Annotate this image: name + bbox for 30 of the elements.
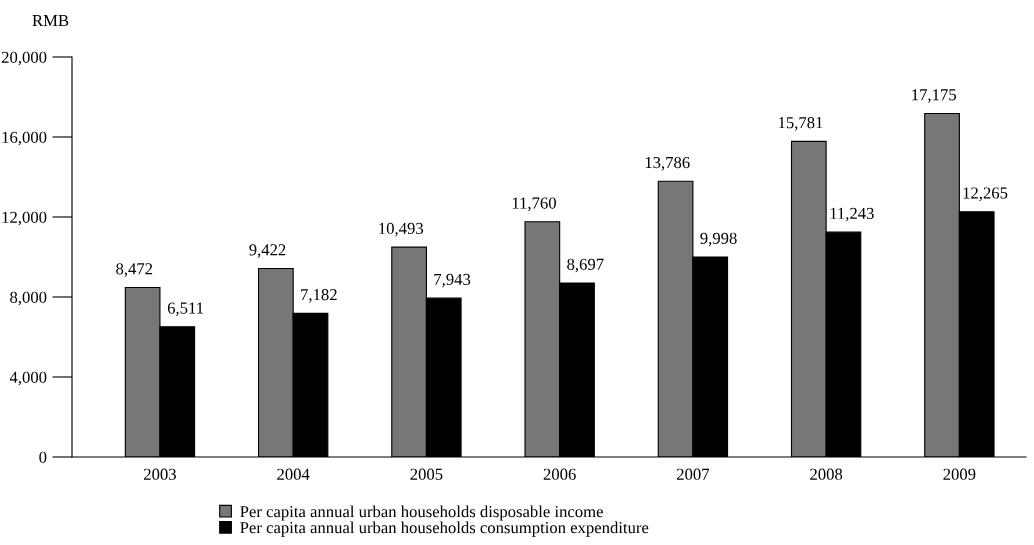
text: 10,493 — [379, 222, 424, 237]
x-tick-label: 2006 — [543, 468, 576, 480]
text: 7,182 — [301, 289, 337, 303]
text: 8,472 — [116, 263, 153, 277]
y-tick-label: 0 — [39, 451, 47, 463]
text: 13,786 — [645, 156, 690, 171]
text: 11,760 — [512, 197, 556, 212]
text: 9,998 — [700, 232, 737, 247]
x-tick-label: 2003 — [144, 468, 176, 480]
x-tick-label: 2007 — [676, 468, 710, 480]
y-tick-label: 8,000 — [10, 291, 47, 306]
y-tick-label: 20,000 — [1, 51, 47, 66]
text: 12,265 — [963, 187, 1008, 201]
y-tick-label: 4,000 — [9, 371, 47, 386]
text: 8,697 — [567, 258, 604, 273]
x-tick-label: 2009 — [943, 468, 976, 480]
x-tick-label: 2005 — [410, 468, 443, 480]
text: 6,511 — [167, 302, 204, 317]
text: 7,943 — [434, 273, 471, 288]
legend-label: Per capita annual urban households disposable income — [240, 505, 603, 521]
x-tick-label: 2008 — [810, 468, 843, 480]
text: 15,781 — [779, 117, 823, 131]
y-axis-title: RMB — [32, 15, 69, 27]
text: 11,243 — [830, 207, 874, 222]
y-tick-label: 12,000 — [2, 211, 47, 226]
legend-label: Per capita annual urban households consumption expenditure — [240, 521, 649, 537]
text: 9,422 — [249, 244, 286, 258]
text: 17,175 — [912, 89, 956, 103]
x-tick-label: 2004 — [277, 468, 310, 480]
y-tick-label: 16,000 — [2, 131, 47, 146]
